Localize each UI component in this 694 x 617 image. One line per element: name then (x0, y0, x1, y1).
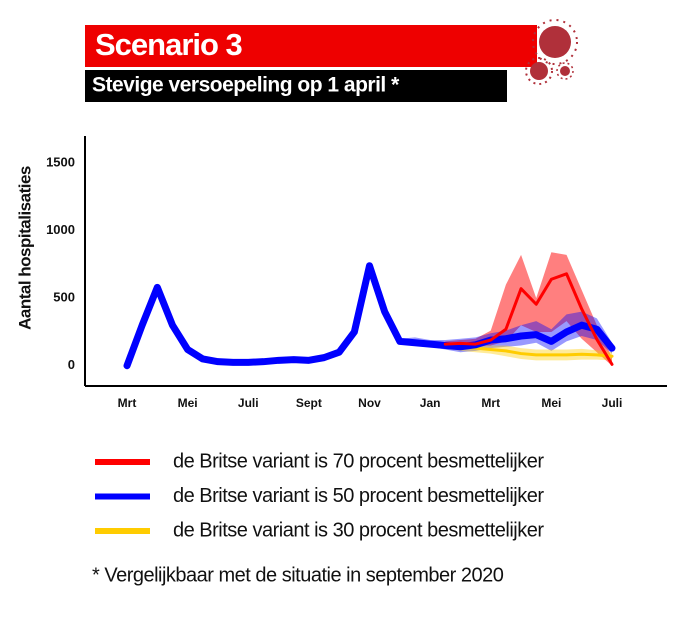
x-tick-label: Mrt (481, 396, 500, 410)
y-axis-label: Aantal hospitalisaties (15, 166, 34, 330)
y-tick-label: 1000 (46, 222, 75, 237)
series-line (443, 272, 614, 366)
y-tick-label: 1500 (46, 154, 75, 169)
x-tick-label: Mei (178, 396, 198, 410)
x-tick-label: Juli (602, 396, 623, 410)
chart-title: Scenario 3 (95, 27, 243, 62)
x-tick-label: Jan (420, 396, 441, 410)
x-tick-label: Mei (541, 396, 561, 410)
y-tick-label: 0 (68, 357, 75, 372)
x-tick-label: Mrt (118, 396, 137, 410)
subtitle-box (85, 70, 507, 102)
x-tick-label: Sept (296, 396, 322, 410)
x-tick-label: Nov (358, 396, 381, 410)
footnote: * Vergelijkbaar met de situatie in septe… (92, 564, 504, 586)
legend-label: de Britse variant is 30 procent besmette… (173, 519, 544, 541)
x-tick-label: Juli (238, 396, 259, 410)
chart-subtitle: Stevige versoepeling op 1 april * (92, 74, 400, 97)
legend-label: de Britse variant is 50 procent besmette… (173, 485, 544, 507)
series-line (123, 262, 616, 370)
title-box (85, 25, 537, 67)
y-tick-label: 500 (53, 290, 75, 305)
virus-icon (525, 19, 578, 85)
legend-label: de Britse variant is 70 procent besmette… (173, 450, 544, 472)
